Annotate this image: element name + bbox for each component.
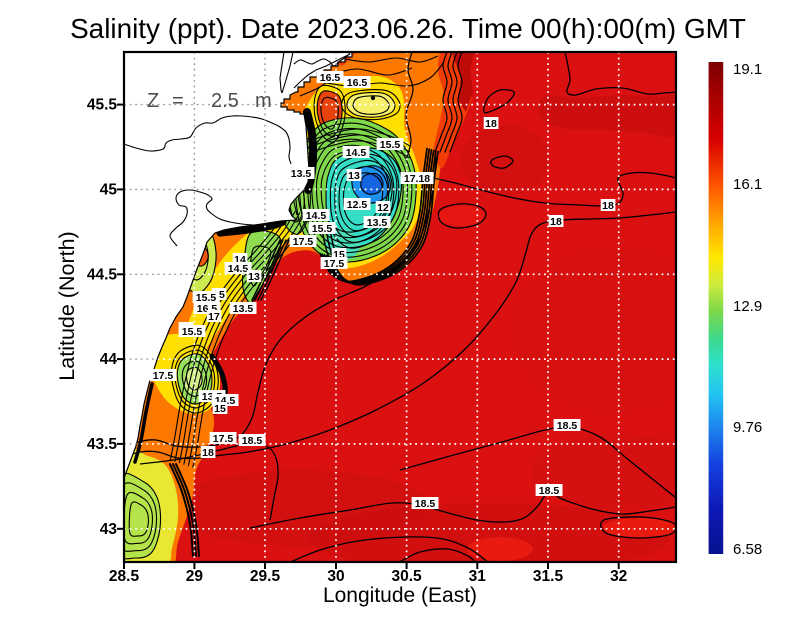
svg-text:17.5: 17.5	[153, 370, 174, 382]
svg-text:18: 18	[485, 118, 497, 130]
svg-text:13.5: 13.5	[291, 168, 312, 180]
svg-text:15.5: 15.5	[196, 292, 217, 304]
svg-text:18: 18	[202, 447, 214, 459]
svg-text:30: 30	[327, 568, 344, 585]
svg-text:31.5: 31.5	[533, 568, 564, 585]
svg-text:32: 32	[610, 568, 627, 585]
svg-text:18.5: 18.5	[415, 498, 436, 510]
svg-text:28.5: 28.5	[109, 568, 140, 585]
svg-text:9.76: 9.76	[733, 419, 762, 436]
svg-text:13: 13	[248, 271, 260, 283]
svg-text:13.5: 13.5	[233, 303, 254, 315]
svg-text:15: 15	[333, 249, 345, 261]
svg-text:14.5: 14.5	[346, 147, 367, 159]
svg-text:43.5: 43.5	[87, 436, 118, 453]
svg-text:17: 17	[208, 311, 220, 323]
svg-text:m: m	[255, 90, 272, 112]
svg-text:15: 15	[214, 403, 226, 415]
svg-text:17.5: 17.5	[324, 258, 345, 270]
svg-text:18.5: 18.5	[539, 485, 560, 497]
svg-text:29.5: 29.5	[250, 568, 281, 585]
svg-text:Z: Z	[147, 90, 159, 112]
svg-text:15.5: 15.5	[380, 139, 401, 151]
svg-text:12.5: 12.5	[347, 199, 368, 211]
svg-text:18.5: 18.5	[557, 420, 578, 432]
svg-text:17.5: 17.5	[213, 433, 234, 445]
svg-text:14.5: 14.5	[228, 263, 249, 275]
svg-text:12: 12	[377, 202, 389, 214]
svg-text:2.5: 2.5	[211, 90, 239, 112]
svg-text:16.5: 16.5	[347, 77, 368, 89]
svg-text:43: 43	[100, 521, 118, 538]
svg-text:30.5: 30.5	[392, 568, 423, 585]
svg-text:45: 45	[100, 181, 118, 198]
svg-text:15.5: 15.5	[182, 326, 203, 338]
svg-text:44.5: 44.5	[87, 266, 118, 283]
svg-text:19.1: 19.1	[733, 61, 762, 78]
svg-text:15.5: 15.5	[312, 223, 333, 235]
svg-text:13.5: 13.5	[367, 217, 388, 229]
svg-text:45.5: 45.5	[87, 97, 118, 114]
svg-text:=: =	[172, 90, 184, 112]
svg-text:17.5: 17.5	[293, 236, 314, 248]
svg-text:Latitude (North): Latitude (North)	[55, 231, 79, 380]
svg-text:29: 29	[186, 568, 204, 585]
svg-text:16.1: 16.1	[733, 176, 762, 193]
svg-text:44: 44	[100, 351, 118, 368]
svg-text:Salinity (ppt). Date 2023.06.2: Salinity (ppt). Date 2023.06.26. Time 00…	[70, 13, 746, 44]
svg-text:16.5: 16.5	[320, 72, 341, 84]
svg-text:18.5: 18.5	[242, 435, 263, 447]
svg-text:14.5: 14.5	[306, 210, 327, 222]
svg-text:31: 31	[469, 568, 487, 585]
svg-text:14: 14	[234, 254, 246, 266]
svg-text:17.18: 17.18	[404, 173, 430, 185]
svg-text:6.58: 6.58	[733, 541, 762, 558]
svg-text:18: 18	[602, 200, 614, 212]
svg-text:18: 18	[550, 216, 562, 228]
svg-text:13: 13	[348, 170, 360, 182]
svg-text:12.9: 12.9	[733, 298, 762, 315]
svg-text:Longitude (East): Longitude (East)	[323, 584, 477, 607]
